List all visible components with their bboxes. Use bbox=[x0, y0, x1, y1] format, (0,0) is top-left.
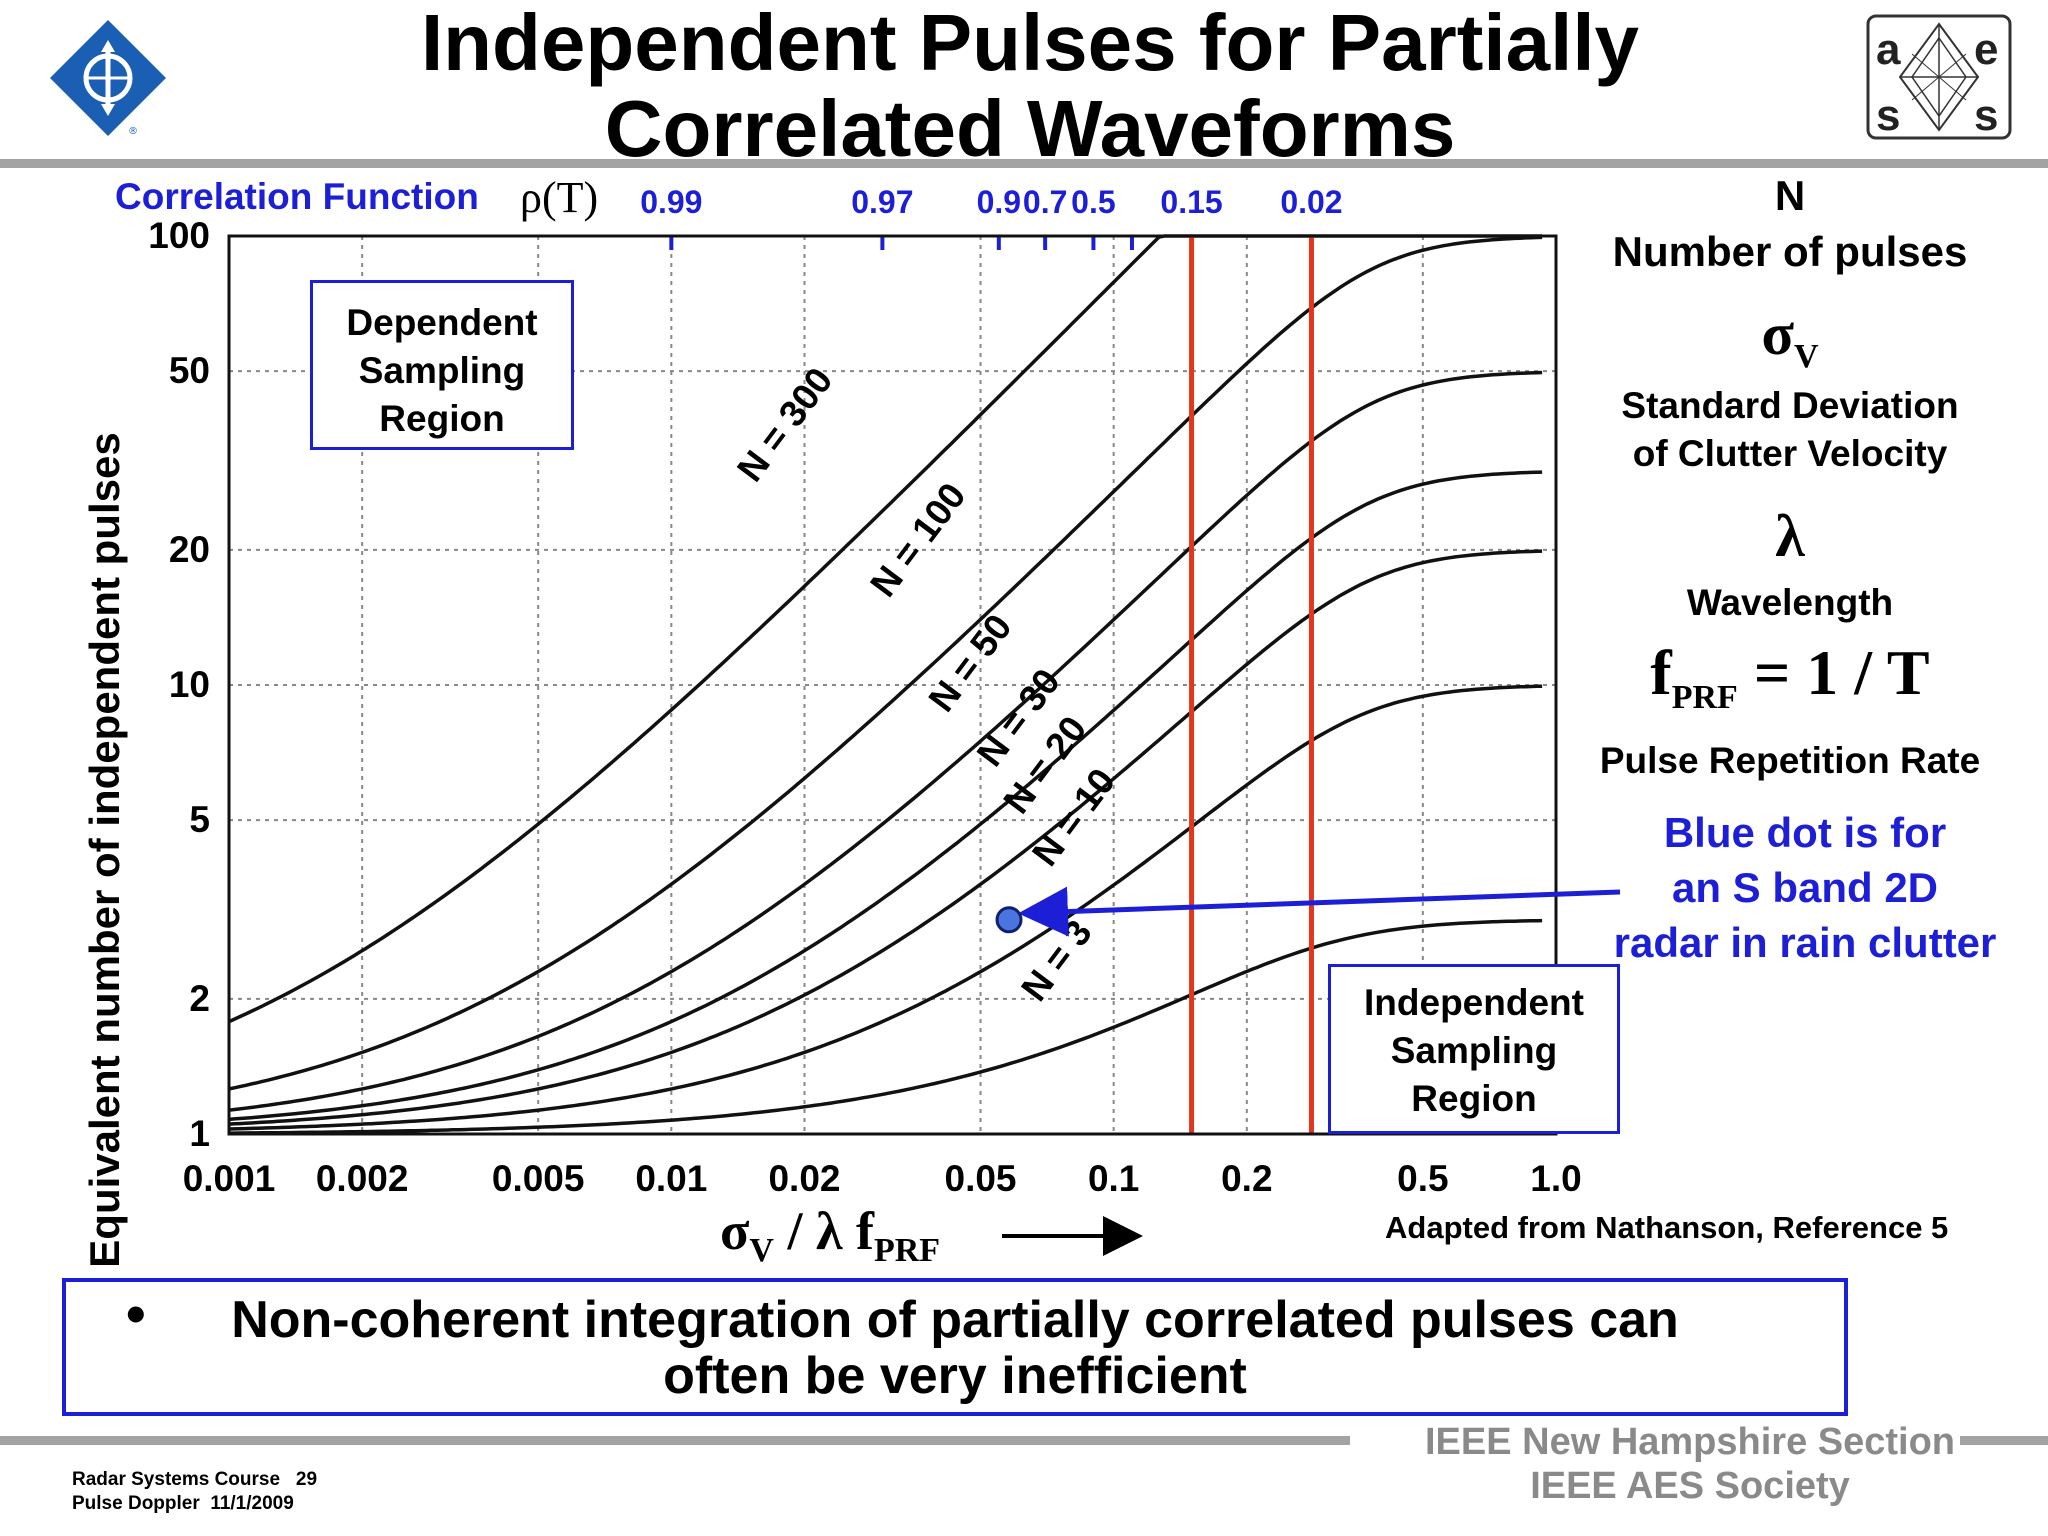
footer-divider-right bbox=[1960, 1436, 2048, 1445]
title-line-2: Correlated Waveforms bbox=[604, 84, 1456, 173]
source-note: Adapted from Nathanson, Reference 5 bbox=[1385, 1210, 1949, 1245]
svg-text:e: e bbox=[1974, 25, 1998, 74]
rho-tick-label: 0.15 bbox=[1160, 184, 1223, 220]
legend-sigma: σV bbox=[1761, 301, 1819, 375]
series-label-300: N = 300 bbox=[729, 360, 840, 489]
x-tick-label: 0.5 bbox=[1397, 1158, 1449, 1199]
rho-tick-label: 0.99 bbox=[640, 184, 703, 220]
independent-region-line-1: Independent bbox=[1364, 982, 1584, 1023]
legend-prf-desc: Pulse Repetition Rate bbox=[1599, 740, 1981, 781]
legend-lambda-desc: Wavelength bbox=[1686, 582, 1894, 623]
y-tick-label: 100 bbox=[148, 215, 210, 256]
independent-region-box: Independent Sampling Region bbox=[1328, 964, 1620, 1134]
x-axis-label: σV / λ fPRF bbox=[720, 1201, 941, 1269]
footer-page-number: 29 bbox=[295, 1469, 318, 1490]
x-tick-label: 0.002 bbox=[315, 1158, 409, 1199]
y-tick-label: 2 bbox=[189, 977, 210, 1019]
title-divider bbox=[0, 159, 2048, 168]
series-curve-10 bbox=[228, 684, 1543, 1131]
independent-region-line-2: Sampling bbox=[1390, 1030, 1558, 1071]
footer-org-2: IEEE AES Society bbox=[1530, 1465, 1850, 1507]
svg-text:®: ® bbox=[128, 126, 138, 137]
footer-course-info: Radar Systems Course 29 Pulse Doppler 11… bbox=[72, 1468, 317, 1516]
x-tick-label: 0.005 bbox=[491, 1158, 585, 1199]
dependent-region-line-2: Sampling bbox=[358, 350, 526, 391]
ieee-logo-icon: ® bbox=[50, 20, 166, 137]
x-tick-label: 0.05 bbox=[944, 1158, 1017, 1199]
legend-n-desc: Number of pulses bbox=[1612, 228, 1968, 275]
aess-logo-icon: a e s s bbox=[1866, 14, 2012, 140]
series-label-3: N = 3 bbox=[1013, 912, 1100, 1008]
blue-dot-note: Blue dot is for an S band 2D radar in ra… bbox=[1580, 805, 2030, 970]
series-curve-3 bbox=[229, 918, 1543, 1135]
series-curve-100 bbox=[228, 235, 1543, 1091]
footer-course: Radar Systems Course bbox=[72, 1469, 281, 1490]
footer-divider-left bbox=[0, 1436, 1350, 1445]
legend-lambda: λ bbox=[1775, 503, 1805, 569]
blue-arrow bbox=[1018, 886, 1621, 937]
plot-frame bbox=[227, 234, 1558, 1136]
svg-text:s: s bbox=[1974, 91, 1998, 140]
red-vertical-lines bbox=[1189, 236, 1314, 1134]
svg-text:s: s bbox=[1876, 91, 1900, 140]
y-tick-label: 5 bbox=[189, 799, 210, 841]
y-tick-label: 1 bbox=[189, 1113, 210, 1154]
legend-sigma-desc-1: Standard Deviation bbox=[1621, 385, 1959, 426]
legend-prf: fPRF = 1 / T bbox=[1650, 637, 1930, 716]
svg-text:a: a bbox=[1876, 25, 1901, 74]
rho-tick-label: 0.9 bbox=[976, 184, 1022, 220]
footer-org-1: IEEE New Hampshire Section bbox=[1424, 1421, 1956, 1463]
y-tick-label: 50 bbox=[168, 350, 210, 392]
independent-region-line-3: Region bbox=[1411, 1078, 1537, 1119]
x-tick-label: 1.0 bbox=[1530, 1158, 1582, 1199]
rho-tick-label: 0.5 bbox=[1071, 184, 1116, 220]
page-title: Independent Pulses for Partially Correla… bbox=[300, 0, 1760, 172]
series-curve-30 bbox=[228, 470, 1543, 1122]
rho-tick-label: 0.97 bbox=[851, 184, 914, 220]
key-point-box: • Non-coherent integration of partially … bbox=[62, 1278, 1848, 1416]
dependent-region-box: Dependent Sampling Region bbox=[310, 280, 574, 450]
blue-note-line-3: radar in rain clutter bbox=[1613, 919, 1997, 966]
correlation-function-label: Correlation Function bbox=[115, 176, 479, 217]
legend-n-symbol: N bbox=[1774, 172, 1806, 219]
legend-sigma-desc-2: of Clutter Velocity bbox=[1632, 433, 1948, 474]
series-curve-50 bbox=[228, 370, 1543, 1112]
bullet-icon: • bbox=[126, 1282, 146, 1345]
dependent-region-line-1: Dependent bbox=[346, 302, 538, 343]
title-line-1: Independent Pulses for Partially bbox=[420, 0, 1640, 87]
dependent-region-line-3: Region bbox=[379, 398, 505, 439]
x-tick-label: 0.1 bbox=[1087, 1158, 1140, 1199]
x-tick-label: 0.001 bbox=[182, 1158, 276, 1199]
series-label-100: N = 100 bbox=[862, 475, 973, 604]
x-tick-label: 0.01 bbox=[635, 1158, 708, 1199]
bullet-line-2: often be very inefficient bbox=[663, 1347, 1247, 1405]
footer-topic: Pulse Doppler bbox=[72, 1493, 200, 1514]
series-curve-20 bbox=[228, 549, 1543, 1126]
correlation-tick-marks bbox=[669, 236, 1314, 250]
y-tick-label: 10 bbox=[168, 664, 210, 705]
y-tick-label: 20 bbox=[168, 528, 210, 570]
rho-tick-label: 0.7 bbox=[1022, 184, 1068, 220]
blue-note-line-2: an S band 2D bbox=[1671, 864, 1939, 911]
x-tick-label: 0.02 bbox=[768, 1158, 841, 1199]
rho-tick-label: 0.02 bbox=[1280, 184, 1343, 220]
x-tick-label: 0.2 bbox=[1221, 1158, 1273, 1199]
rho-symbol: ρ(T) bbox=[520, 173, 599, 222]
footer-date: 11/1/2009 bbox=[210, 1493, 294, 1514]
bullet-line-1: Non-coherent integration of partially co… bbox=[231, 1291, 1679, 1349]
blue-note-line-1: Blue dot is for bbox=[1663, 809, 1947, 856]
s-band-radar-point bbox=[995, 906, 1023, 934]
